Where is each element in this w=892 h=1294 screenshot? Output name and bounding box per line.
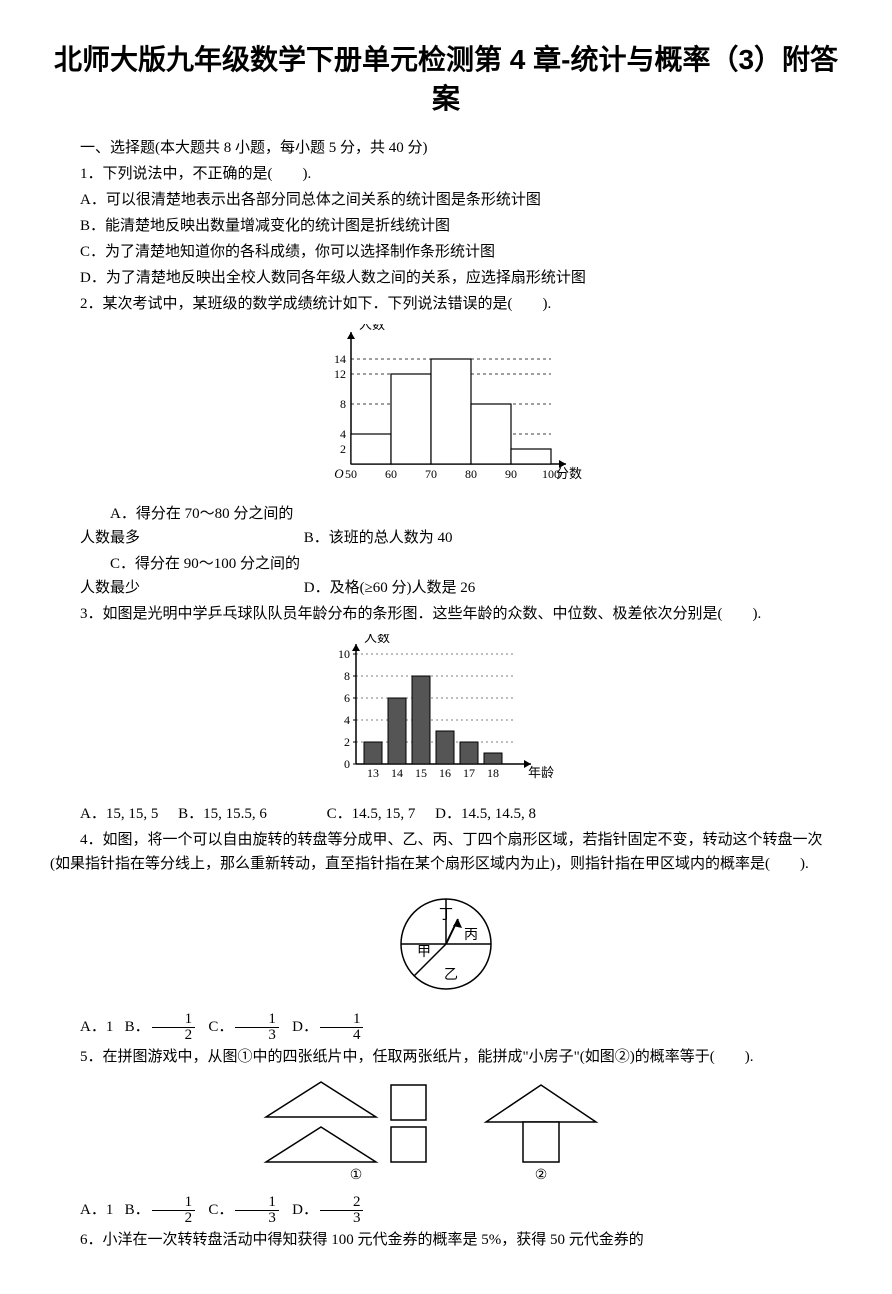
svg-text:丁: 丁 [439,908,453,923]
svg-text:17: 17 [463,766,475,780]
q2-choice-b: B．该班的总人数为 40 [304,530,453,546]
q3-choices: A．15, 15, 5 B．15, 15.5, 6 C．14.5, 15, 7 … [50,802,842,826]
q5-stem: 5．在拼图游戏中，从图①中的四张纸片中，任取两张纸片，能拼成"小房子"(如图②)… [50,1045,842,1069]
q5-choice-d: D．23 [292,1202,365,1218]
svg-text:8: 8 [340,397,346,411]
svg-text:80: 80 [465,467,477,481]
q4-spinner: 丁 丙 甲 乙 [50,884,842,1004]
svg-text:0: 0 [344,757,350,771]
svg-text:甲: 甲 [417,945,431,960]
q1-choice-a: A．可以很清楚地表示出各部分同总体之间关系的统计图是条形统计图 [50,188,842,212]
q3-choice-b: B．15, 15.5, 6 [178,806,267,822]
svg-text:6: 6 [344,691,350,705]
q3-chart: 0 2 4 6 8 10 13 14 15 16 17 18 年龄 人数 [50,634,842,794]
svg-text:乙: 乙 [444,967,458,983]
svg-text:分数: 分数 [556,466,582,481]
svg-text:人数: 人数 [364,634,390,645]
q1-choice-b: B．能清楚地反映出数量增减变化的统计图是折线统计图 [50,214,842,238]
q1-stem: 1．下列说法中，不正确的是( ). [50,162,842,186]
svg-text:14: 14 [391,766,403,780]
svg-text:70: 70 [425,467,437,481]
svg-text:①: ① [350,1168,363,1183]
svg-text:人数: 人数 [359,324,385,332]
svg-text:90: 90 [505,467,517,481]
q2-stem: 2．某次考试中，某班级的数学成绩统计如下．下列说法错误的是( ). [50,292,842,316]
svg-text:8: 8 [344,669,350,683]
q1-choice-d: D．为了清楚地反映出全校人数同各年级人数之间的关系，应选择扇形统计图 [50,266,842,290]
q4-choice-d: D．14 [292,1019,365,1035]
q5-figure: ① ② [50,1077,842,1187]
q4-choices: A．1 B．12 C．13 D．14 [50,1012,842,1043]
svg-text:O: O [334,466,344,481]
q2-choice-a: A．得分在 70～80 分之间的人数最多 [80,502,300,550]
q2-chart: 24812145060708090100O分数人数 [50,324,842,494]
page-title: 北师大版九年级数学下册单元检测第 4 章-统计与概率（3）附答案 [50,40,842,118]
svg-text:4: 4 [340,427,346,441]
svg-text:4: 4 [344,713,350,727]
svg-text:②: ② [535,1168,548,1183]
q3-choice-c: C．14.5, 15, 7 [327,806,416,822]
q3-choice-a: A．15, 15, 5 [80,806,158,822]
q6-stem: 6．小洋在一次转转盘活动中得知获得 100 元代金券的概率是 5%，获得 50 … [50,1228,842,1252]
q1-choice-c: C．为了清楚地知道你的各科成绩，你可以选择制作条形统计图 [50,240,842,264]
svg-text:18: 18 [487,766,499,780]
section-heading: 一、选择题(本大题共 8 小题，每小题 5 分，共 40 分) [50,136,842,160]
q5-choice-a: A．1 [80,1202,113,1218]
q4-choice-b: B．12 [125,1019,198,1035]
svg-text:年龄: 年龄 [528,765,554,780]
q2-choice-d: D．及格(≥60 分)人数是 26 [304,580,476,596]
svg-text:2: 2 [344,735,350,749]
q2-choice-c: C．得分在 90～100 分之间的人数最少 [80,552,300,600]
q2-choices-row1: A．得分在 70～80 分之间的人数最多 B．该班的总人数为 40 [50,502,842,550]
svg-text:50: 50 [345,467,357,481]
q3-stem: 3．如图是光明中学乒乓球队队员年龄分布的条形图．这些年龄的众数、中位数、极差依次… [50,602,842,626]
svg-text:14: 14 [334,352,346,366]
svg-text:16: 16 [439,766,451,780]
q2-choices-row2: C．得分在 90～100 分之间的人数最少 D．及格(≥60 分)人数是 26 [50,552,842,600]
svg-text:13: 13 [367,766,379,780]
svg-text:15: 15 [415,766,427,780]
svg-text:60: 60 [385,467,397,481]
svg-text:10: 10 [338,647,350,661]
svg-text:丙: 丙 [464,928,478,943]
q5-choice-b: B．12 [125,1202,198,1218]
q5-choice-c: C．13 [208,1202,281,1218]
q4-choice-c: C．13 [208,1019,281,1035]
q4-stem: 4．如图，将一个可以自由旋转的转盘等分成甲、乙、丙、丁四个扇形区域，若指针固定不… [50,828,842,876]
q3-choice-d: D．14.5, 14.5, 8 [435,806,536,822]
q5-choices: A．1 B．12 C．13 D．23 [50,1195,842,1226]
q4-choice-a: A．1 [80,1019,113,1035]
svg-text:2: 2 [340,442,346,456]
svg-text:12: 12 [334,367,346,381]
